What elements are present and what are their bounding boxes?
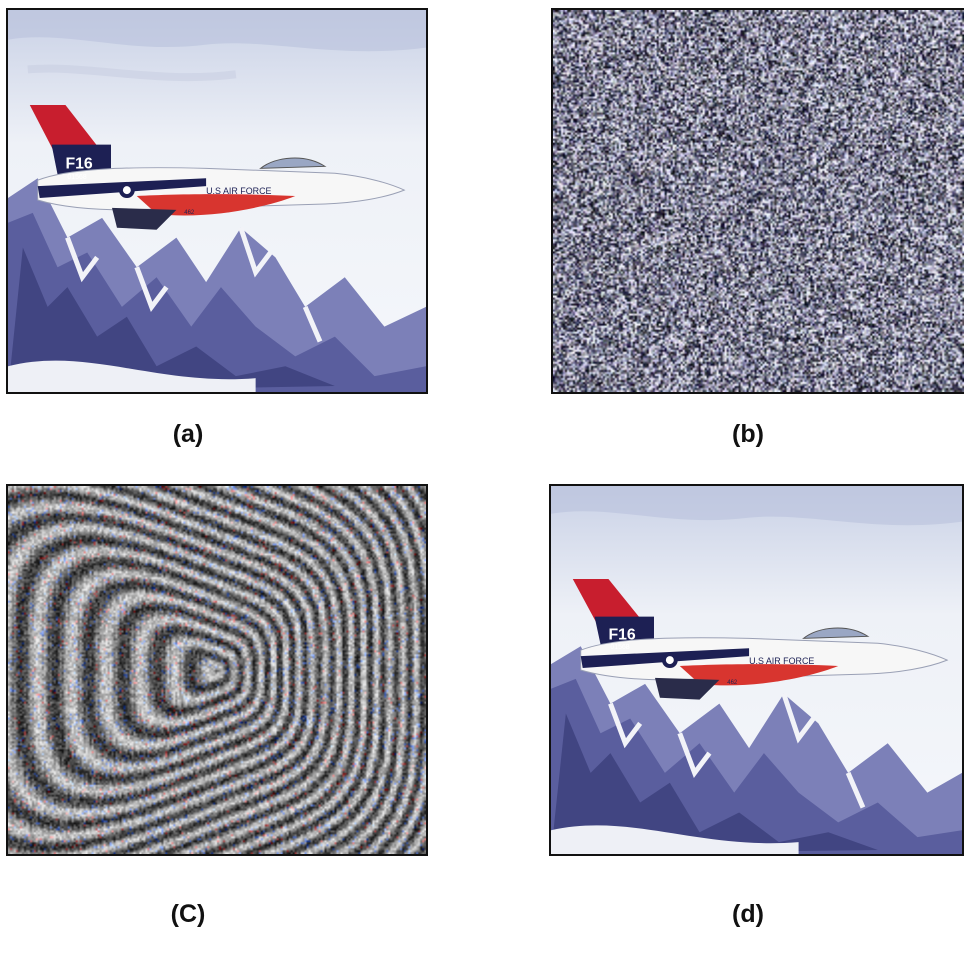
serial-text: 01568 — [67, 174, 86, 181]
tail-text: F16 — [608, 626, 635, 643]
jet-scene-a: F16 01568 U.S AIR FORCE 462 — [8, 10, 426, 392]
mountains — [8, 178, 426, 392]
image-scrambled — [6, 484, 428, 856]
caption-a: (a) — [172, 420, 204, 448]
caption-d: (d) — [732, 900, 764, 928]
image-reconstructed: F16 01568 U.S AIR FORCE 462 — [549, 484, 964, 856]
pattern-canvas — [8, 486, 426, 854]
f16-jet: F16 01568 U.S AIR FORCE 462 — [572, 578, 949, 700]
fuselage-text: U.S AIR FORCE — [206, 186, 271, 196]
f16-jet: F16 01568 U.S AIR FORCE 462 — [29, 105, 406, 230]
nose-text: 462 — [727, 680, 737, 686]
caption-b: (b) — [732, 420, 764, 448]
image-original: F16 01568 U.S AIR FORCE 462 — [6, 8, 428, 394]
jet-scene-d: F16 01568 U.S AIR FORCE 462 — [551, 486, 962, 854]
caption-c: (C) — [170, 900, 206, 928]
image-noise — [551, 8, 964, 394]
tail-text: F16 — [65, 155, 92, 172]
serial-text: 01568 — [610, 644, 629, 651]
mountains — [551, 646, 962, 854]
nose-text: 462 — [184, 210, 194, 216]
fuselage-text: U.S AIR FORCE — [749, 656, 814, 666]
noise-canvas — [553, 10, 964, 392]
